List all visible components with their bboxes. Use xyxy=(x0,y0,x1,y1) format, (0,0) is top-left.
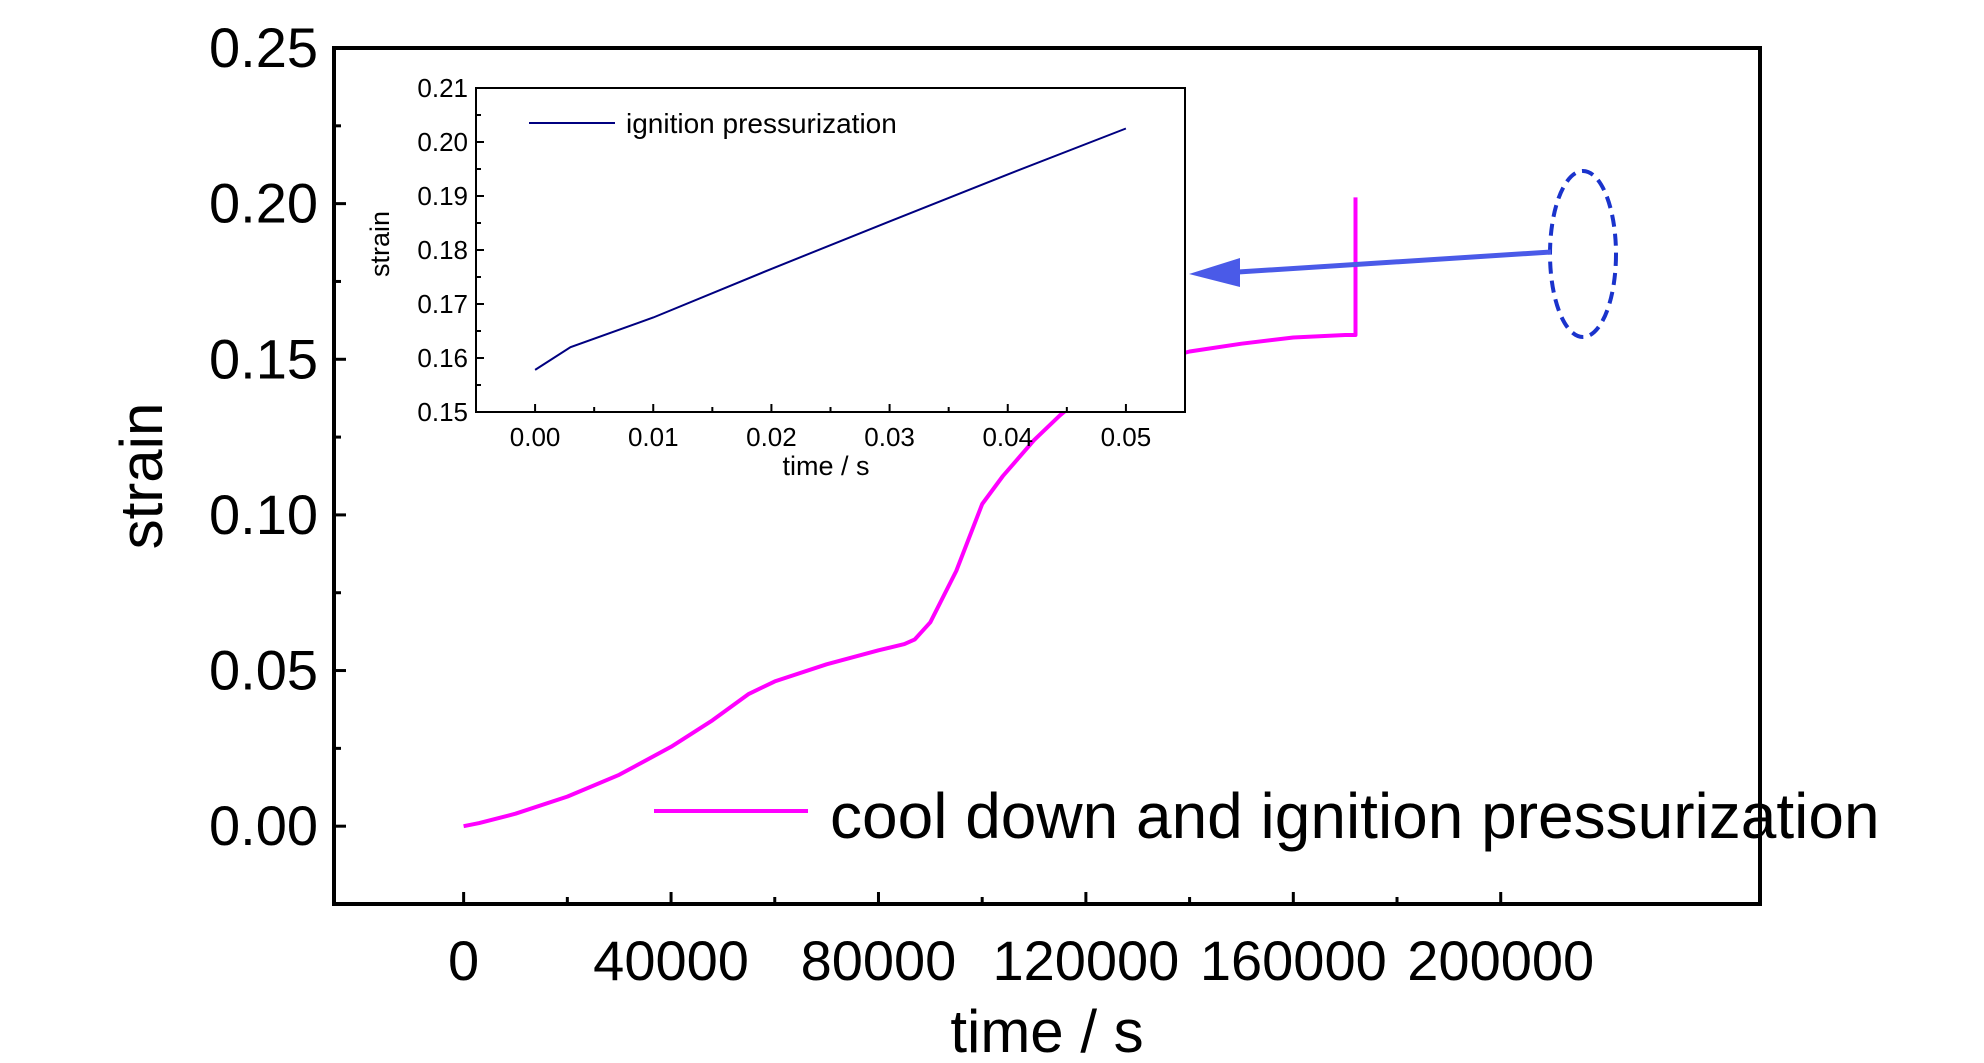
main-x-tick-label: 120000 xyxy=(992,929,1179,992)
inset-y-tick-label: 0.16 xyxy=(417,343,468,373)
inset-x-tick-label: 0.02 xyxy=(746,422,797,452)
inset-x-tick-label: 0.00 xyxy=(510,422,561,452)
main-x-tick-label: 160000 xyxy=(1200,929,1387,992)
main-y-axis: 0.00 0.05 0.10 0.15 0.20 0.25 xyxy=(209,16,346,857)
inset-y-axis-label: strain xyxy=(365,211,395,277)
inset-x-tick-label: 0.01 xyxy=(628,422,679,452)
inset-x-tick-label: 0.04 xyxy=(982,422,1033,452)
inset-x-axis: 0.00 0.01 0.02 0.03 0.04 0.05 xyxy=(510,404,1151,452)
inset-legend-label: ignition pressurization xyxy=(626,108,897,139)
main-y-tick-label: 0.15 xyxy=(209,327,318,390)
inset-y-tick-label: 0.15 xyxy=(417,397,468,427)
inset-x-axis-label: time / s xyxy=(782,451,869,481)
annotation-arrow-shaft xyxy=(1237,249,1552,275)
annotation xyxy=(1189,169,1618,339)
inset-x-tick-label: 0.05 xyxy=(1101,422,1152,452)
main-y-tick-label: 0.00 xyxy=(209,794,318,857)
main-plot-frame xyxy=(332,46,1762,906)
main-x-axis: 0 40000 80000 120000 160000 200000 xyxy=(448,892,1594,992)
main-series-line xyxy=(463,197,1358,829)
main-plot: 0.00 0.05 0.10 0.15 0.20 0.25 0 40000 80000 1200… xyxy=(108,16,1880,1063)
main-x-tick-label: 80000 xyxy=(801,929,957,992)
inset-y-tick-label: 0.18 xyxy=(417,235,468,265)
inset-y-tick-label: 0.21 xyxy=(417,73,468,103)
annotation-arrow-head xyxy=(1189,258,1240,287)
main-x-tick-label: 0 xyxy=(448,929,479,992)
inset-y-tick-label: 0.17 xyxy=(417,289,468,319)
inset-y-axis: 0.15 0.16 0.17 0.18 0.19 0.20 0.21 xyxy=(417,73,484,427)
main-y-tick-label: 0.10 xyxy=(209,483,318,546)
annotation-ellipse xyxy=(1548,169,1618,339)
main-y-tick-label: 0.05 xyxy=(209,639,318,702)
inset-y-tick-label: 0.20 xyxy=(417,127,468,157)
inset-plot: 0.150.160.170.180.190.200.21 0.00 0.01 0.0… xyxy=(365,73,1186,481)
main-legend-label: cool down and ignition pressurization xyxy=(830,780,1880,852)
inset-series-line xyxy=(534,127,1127,371)
main-y-tick-label: 0.20 xyxy=(209,172,318,235)
main-y-tick-label: 0.25 xyxy=(209,16,318,79)
main-x-tick-label: 40000 xyxy=(593,929,749,992)
main-x-tick-label: 200000 xyxy=(1407,929,1594,992)
main-x-axis-label: time / s xyxy=(950,998,1143,1063)
inset-y-tick-label: 0.19 xyxy=(417,181,468,211)
inset-x-tick-label: 0.03 xyxy=(864,422,915,452)
main-y-axis-label: strain xyxy=(108,403,175,550)
